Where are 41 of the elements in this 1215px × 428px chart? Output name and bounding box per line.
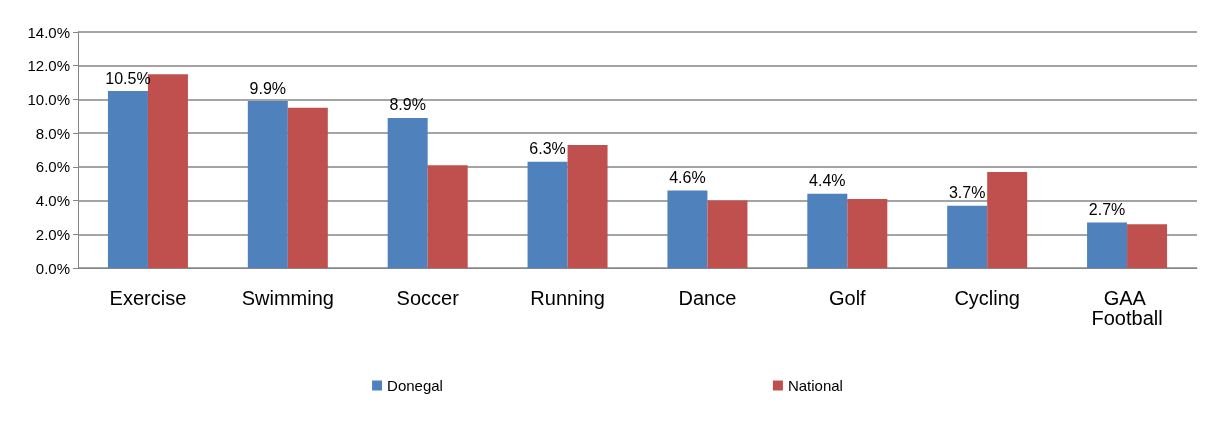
bar	[527, 161, 568, 268]
x-tick-label: Swimming	[241, 287, 334, 309]
x-tick-label: Soccer	[396, 287, 460, 309]
data-label: 10.5%	[105, 69, 151, 87]
bar	[287, 107, 328, 268]
data-label: 9.9%	[249, 79, 287, 97]
data-label: 6.3%	[529, 140, 566, 158]
bar	[1127, 224, 1168, 268]
x-tick-label: Exercise	[109, 287, 187, 309]
x-tick-label: GAA Football	[1091, 287, 1163, 329]
x-tick-label: Golf	[828, 287, 867, 309]
data-label: 4.6%	[669, 168, 706, 186]
data-label: 3.7%	[948, 184, 986, 202]
bar	[567, 144, 608, 268]
x-tick-label: Running	[530, 287, 605, 309]
bar	[1087, 222, 1128, 268]
bar	[427, 165, 468, 268]
bar	[847, 198, 888, 268]
y-tick-label: 2.0%	[35, 225, 70, 243]
bar	[247, 101, 288, 268]
bar	[807, 193, 848, 268]
bar	[107, 91, 148, 268]
y-tick-label: 8.0%	[35, 124, 70, 142]
y-tick-label: 4.0%	[35, 192, 70, 210]
x-tick-label: Cycling	[954, 287, 1020, 309]
legend-label: Donegal	[387, 377, 443, 394]
bar	[387, 117, 428, 268]
y-tick-label: 0.0%	[35, 259, 70, 277]
y-tick-label: 12.0%	[27, 57, 70, 75]
bar	[707, 200, 748, 268]
bar	[667, 190, 708, 268]
bar	[987, 171, 1028, 268]
bar	[947, 205, 988, 268]
data-label: 8.9%	[389, 96, 426, 114]
y-tick-label: 6.0%	[35, 158, 70, 176]
x-tick-label: Dance	[678, 287, 737, 309]
legend-label: National	[787, 377, 843, 394]
y-tick-label: 14.0%	[27, 23, 70, 41]
data-label: 4.4%	[809, 172, 846, 190]
y-tick-label: 10.0%	[27, 90, 70, 108]
data-label: 2.7%	[1088, 200, 1126, 218]
